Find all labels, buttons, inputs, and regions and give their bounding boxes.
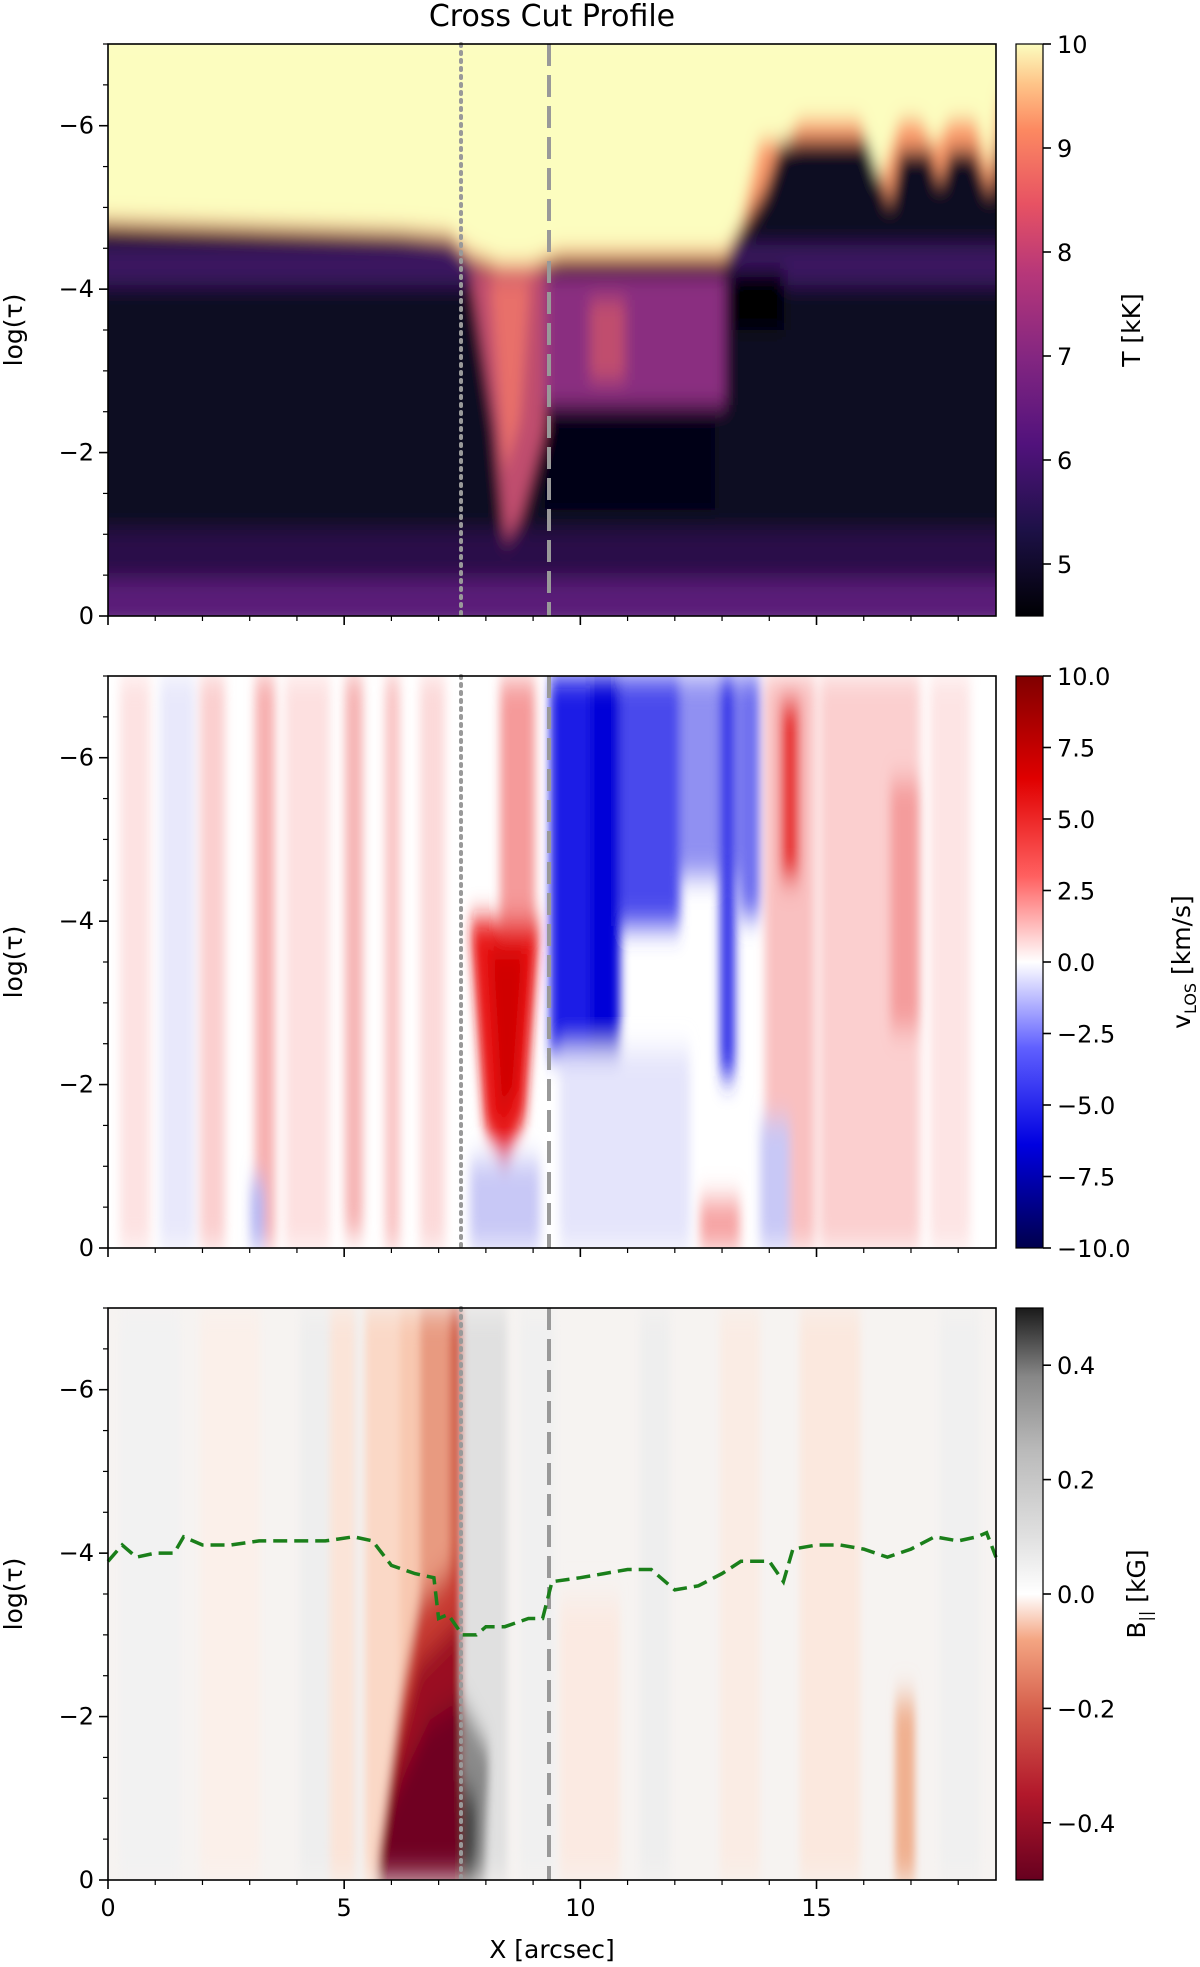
y-tick-label: 0 [79, 1866, 94, 1894]
colorbar-tick-label: 0.0 [1057, 949, 1095, 977]
tau-surface-line [106, 1530, 998, 1637]
heatmap-temperature [108, 44, 996, 616]
x-tick-label: 0 [100, 1894, 115, 1922]
colorbar-tick-label: 0.0 [1057, 1581, 1095, 1609]
colorbar-label: T [kK] [1117, 293, 1146, 368]
colorbar-label: vLOS [km/s] [1167, 895, 1200, 1029]
x-tick-label: 5 [337, 1894, 352, 1922]
panel-temperature: 0 −2 −4 −6 log(τ) 5 6 7 8 9 10 T [kK] [0, 31, 1146, 630]
colorbar-label-main: v [1167, 1014, 1196, 1029]
y-tick-label: −6 [59, 1376, 94, 1404]
y-axis-label: log(τ) [0, 294, 28, 367]
colorbar-gradient [1015, 1307, 1044, 1881]
colorbar-tick-label: 7.5 [1057, 735, 1095, 763]
colorbar-label-sub: LOS [1181, 983, 1200, 1014]
colorbar: 5 6 7 8 9 10 T [kK] [1015, 31, 1146, 617]
y-axis-label: log(τ) [0, 1558, 28, 1631]
colorbar-tick-label: −0.2 [1057, 1695, 1115, 1723]
colorbar-tick-label: 0.4 [1057, 1352, 1095, 1380]
panel-velocity: 0 −2 −4 −6 log(τ) 10.0 7.5 5.0 2.5 0.0 −2.5 −5.0 −… [0, 663, 1200, 1263]
colorbar-tick-label: 10.0 [1057, 663, 1110, 691]
heatmap-velocity [108, 676, 996, 1248]
heatmap-magnetic-field [108, 1308, 996, 1880]
y-tick-label: 0 [79, 602, 94, 630]
colorbar-label: B|| [kG] [1122, 1549, 1155, 1638]
x-axis-label: X [arcsec] [489, 1935, 615, 1964]
colorbar-tick-label: 7 [1057, 343, 1072, 371]
colorbar-tick-label: −7.5 [1057, 1164, 1115, 1192]
colorbar-tick-label: 0.2 [1057, 1467, 1095, 1495]
colorbar-tick-label: −0.4 [1057, 1810, 1115, 1838]
colorbar-tick-label: 8 [1057, 239, 1072, 267]
colorbar-ticks: 10.0 7.5 5.0 2.5 0.0 −2.5 −5.0 −7.5 −10.0 [1043, 663, 1131, 1263]
colorbar-tick-label: 2.5 [1057, 878, 1095, 906]
x-ticks [107, 1248, 959, 1257]
colorbar-tick-label: −5.0 [1057, 1092, 1115, 1120]
panel-magnetic-field: 0 5 10 15 0−2−4−6 log(τ) X [arcsec] 0.40.20… [0, 1306, 1155, 1964]
colorbar: 10.0 7.5 5.0 2.5 0.0 −2.5 −5.0 −7.5 −10.0 vLOS [… [1015, 663, 1200, 1263]
y-ticks: 0 −2 −4 −6 [59, 1307, 108, 1894]
colorbar-tick-label: 10 [1057, 31, 1088, 59]
colorbar-label-unit: [km/s] [1167, 895, 1196, 983]
colorbar-tick-label: 5.0 [1057, 806, 1095, 834]
colorbar-tick-label: 9 [1057, 135, 1072, 163]
colorbar-label-unit: [kG] [1122, 1549, 1151, 1610]
y-tick-label: −4 [59, 1539, 94, 1567]
y-tick-label: −4 [59, 275, 94, 303]
chart-title: Cross Cut Profile [429, 0, 675, 34]
x-ticks [107, 616, 959, 625]
colorbar-label-main: B [1122, 1621, 1151, 1638]
y-axis-label: log(τ) [0, 926, 28, 999]
colorbar-tick-label: −2.5 [1057, 1021, 1115, 1049]
y-tick-label: 0 [79, 1234, 94, 1262]
y-ticks: 0 −2 −4 −6 [59, 43, 108, 630]
colorbar: 0.4 0.2 0.0 −0.2 −0.4 B|| [kG] [1015, 1307, 1155, 1881]
x-tick-label: 10 [565, 1894, 596, 1922]
colorbar-gradient [1015, 43, 1044, 617]
colorbar-tick-label: 5 [1057, 551, 1072, 579]
y-tick-label: −2 [59, 1071, 94, 1099]
colorbar-tick-label: −10.0 [1057, 1235, 1131, 1263]
y-tick-label: −6 [59, 744, 94, 772]
y-tick-label: −4 [59, 907, 94, 935]
y-tick-label: −2 [59, 439, 94, 467]
x-ticks: 0 5 10 15 [100, 1880, 959, 1922]
y-ticks: 0 −2 −4 −6 [59, 675, 108, 1262]
colorbar-label-sub: || [1136, 1611, 1155, 1622]
colorbar-gradient [1015, 675, 1044, 1249]
y-tick-label: −6 [59, 112, 94, 140]
x-tick-label: 15 [801, 1894, 832, 1922]
colorbar-ticks: 5 6 7 8 9 10 [1043, 31, 1088, 579]
colorbar-tick-label: 6 [1057, 447, 1072, 475]
colorbar-ticks: 0.4 0.2 0.0 −0.2 −0.4 [1043, 1352, 1115, 1838]
y-tick-label: −2 [59, 1703, 94, 1731]
